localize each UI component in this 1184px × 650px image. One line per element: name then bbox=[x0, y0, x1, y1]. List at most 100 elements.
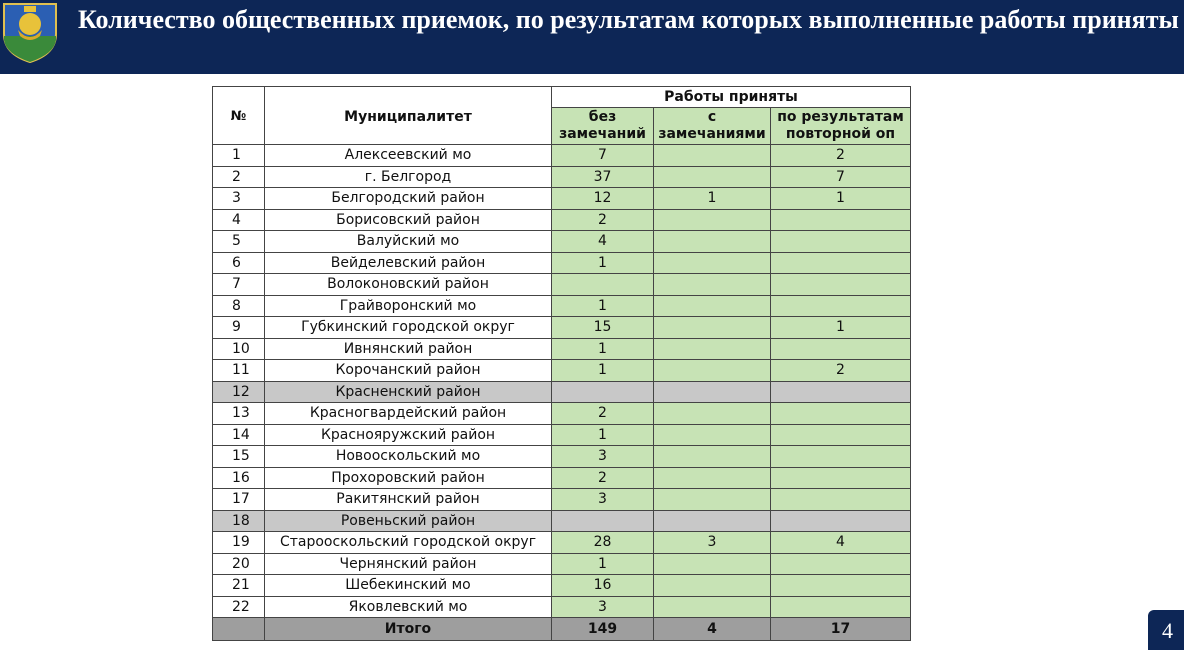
municipality-name: Ровеньский район bbox=[264, 509, 552, 532]
value-with-remarks bbox=[653, 445, 771, 468]
total-row: Итого 149 4 17 bbox=[212, 617, 912, 641]
municipality-name: Краснояружский район bbox=[264, 423, 552, 446]
row-number: 1 bbox=[212, 144, 265, 167]
row-number: 19 bbox=[212, 531, 265, 554]
header-number: № bbox=[212, 86, 265, 145]
municipality-name: Чернянский район bbox=[264, 552, 552, 575]
value-after-repeat bbox=[769, 337, 912, 360]
value-after-repeat bbox=[769, 294, 912, 317]
row-number: 16 bbox=[212, 466, 265, 489]
municipality-name: Ивнянский район bbox=[264, 337, 552, 360]
table-row: 6 Вейделевский район 1 bbox=[212, 251, 912, 274]
municipality-name: Новооскольский мо bbox=[264, 445, 552, 468]
table-row: 19 Старооскольский городской округ 28 3 4 bbox=[212, 531, 912, 554]
row-number: 8 bbox=[212, 294, 265, 317]
value-without-remarks bbox=[551, 273, 654, 296]
value-with-remarks bbox=[653, 509, 771, 532]
value-with-remarks bbox=[653, 208, 771, 231]
total-label: Итого bbox=[264, 617, 552, 641]
value-after-repeat bbox=[769, 251, 912, 274]
value-without-remarks: 15 bbox=[551, 316, 654, 339]
row-number: 22 bbox=[212, 595, 265, 618]
municipality-name: Красногвардейский район bbox=[264, 402, 552, 425]
value-without-remarks: 2 bbox=[551, 208, 654, 231]
total-after-repeat: 17 bbox=[769, 617, 912, 641]
value-with-remarks bbox=[653, 273, 771, 296]
table-row: 15 Новооскольский мо 3 bbox=[212, 445, 912, 468]
value-after-repeat bbox=[769, 380, 912, 403]
table-row: 20 Чернянский район 1 bbox=[212, 552, 912, 575]
table-row: 18 Ровеньский район bbox=[212, 509, 912, 532]
value-after-repeat: 1 bbox=[769, 187, 912, 210]
slide-title: Количество общественных приемок, по резу… bbox=[78, 5, 1179, 34]
value-with-remarks bbox=[653, 574, 771, 597]
table-row: 17 Ракитянский район 3 bbox=[212, 488, 912, 511]
header-after-repeat: по результатам повторной оп bbox=[769, 107, 912, 145]
value-without-remarks: 1 bbox=[551, 359, 654, 382]
row-number: 4 bbox=[212, 208, 265, 231]
value-with-remarks bbox=[653, 144, 771, 167]
value-without-remarks: 1 bbox=[551, 294, 654, 317]
value-without-remarks: 28 bbox=[551, 531, 654, 554]
municipality-name: Губкинский городской округ bbox=[264, 316, 552, 339]
row-number: 11 bbox=[212, 359, 265, 382]
header-municipality: Муниципалитет bbox=[264, 86, 552, 145]
header-without-remarks: без замечаний bbox=[551, 107, 654, 145]
row-number: 2 bbox=[212, 165, 265, 188]
table-row: 2 г. Белгород 37 7 bbox=[212, 165, 912, 188]
value-with-remarks bbox=[653, 552, 771, 575]
table-body: 1 Алексеевский мо 7 2 2 г. Белгород 37 7 3 Белгор… bbox=[212, 144, 912, 618]
value-after-repeat bbox=[769, 208, 912, 231]
row-number: 21 bbox=[212, 574, 265, 597]
header-works-accepted: Работы приняты bbox=[550, 86, 912, 108]
value-with-remarks: 3 bbox=[653, 531, 771, 554]
value-after-repeat bbox=[769, 574, 912, 597]
total-with-remarks: 4 bbox=[653, 617, 771, 641]
row-number: 14 bbox=[212, 423, 265, 446]
table-row: 8 Грайворонский мо 1 bbox=[212, 294, 912, 317]
value-with-remarks bbox=[653, 488, 771, 511]
value-after-repeat: 2 bbox=[769, 359, 912, 382]
municipality-name: Шебекинский мо bbox=[264, 574, 552, 597]
total-empty-cell bbox=[212, 617, 265, 641]
value-after-repeat: 7 bbox=[769, 165, 912, 188]
value-with-remarks bbox=[653, 595, 771, 618]
row-number: 12 bbox=[212, 380, 265, 403]
value-after-repeat bbox=[769, 402, 912, 425]
value-with-remarks bbox=[653, 251, 771, 274]
acceptance-table: № Муниципалитет Работы приняты без замеч… bbox=[212, 86, 912, 641]
value-after-repeat bbox=[769, 445, 912, 468]
total-without-remarks: 149 bbox=[551, 617, 654, 641]
value-after-repeat bbox=[769, 509, 912, 532]
table-row: 1 Алексеевский мо 7 2 bbox=[212, 144, 912, 167]
municipality-name: Борисовский район bbox=[264, 208, 552, 231]
value-with-remarks bbox=[653, 423, 771, 446]
table-row: 10 Ивнянский район 1 bbox=[212, 337, 912, 360]
value-without-remarks bbox=[551, 509, 654, 532]
municipality-name: Волоконовский район bbox=[264, 273, 552, 296]
value-without-remarks: 12 bbox=[551, 187, 654, 210]
municipality-name: Алексеевский мо bbox=[264, 144, 552, 167]
value-without-remarks: 16 bbox=[551, 574, 654, 597]
coat-of-arms-icon bbox=[3, 3, 57, 64]
page-number: 4 bbox=[1162, 618, 1173, 643]
value-without-remarks: 2 bbox=[551, 402, 654, 425]
value-after-repeat bbox=[769, 488, 912, 511]
table-row: 11 Корочанский район 1 2 bbox=[212, 359, 912, 382]
row-number: 10 bbox=[212, 337, 265, 360]
municipality-name: Яковлевский мо bbox=[264, 595, 552, 618]
value-after-repeat: 4 bbox=[769, 531, 912, 554]
value-without-remarks: 1 bbox=[551, 423, 654, 446]
row-number: 5 bbox=[212, 230, 265, 253]
value-with-remarks bbox=[653, 380, 771, 403]
value-without-remarks: 37 bbox=[551, 165, 654, 188]
value-after-repeat bbox=[769, 595, 912, 618]
table-row: 3 Белгородский район 12 1 1 bbox=[212, 187, 912, 210]
value-with-remarks bbox=[653, 359, 771, 382]
row-number: 7 bbox=[212, 273, 265, 296]
value-with-remarks: 1 bbox=[653, 187, 771, 210]
value-after-repeat bbox=[769, 466, 912, 489]
value-without-remarks: 1 bbox=[551, 337, 654, 360]
table-row: 22 Яковлевский мо 3 bbox=[212, 595, 912, 618]
value-with-remarks bbox=[653, 466, 771, 489]
